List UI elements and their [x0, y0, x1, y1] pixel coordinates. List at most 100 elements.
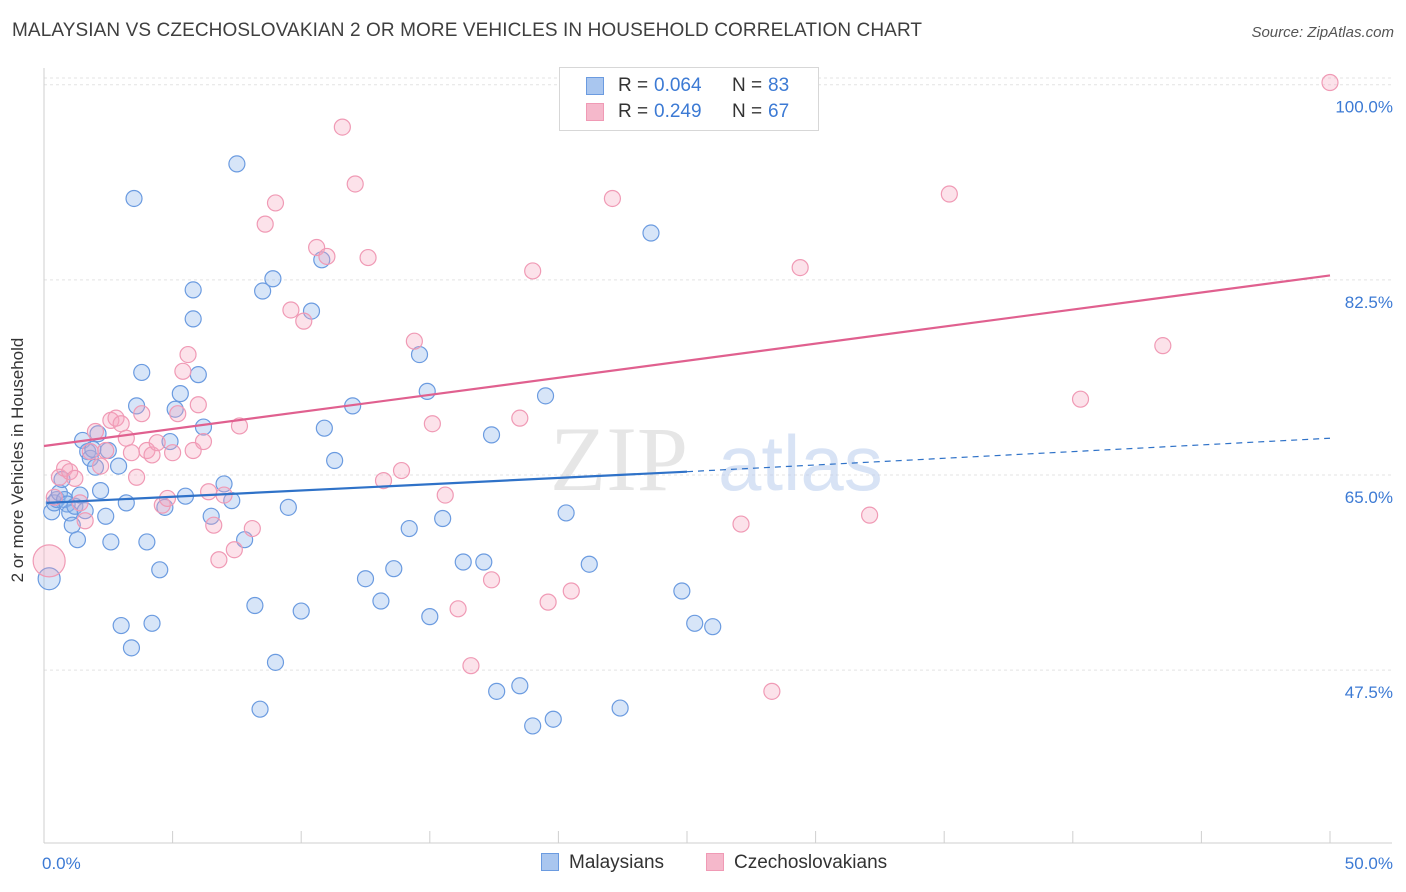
tick-labels: 100.0% 82.5% 65.0% 47.5% 0.0% 50.0% — [42, 98, 1393, 873]
malaysians-point — [673, 582, 691, 600]
bottom-legend-swatch-czechoslovakians — [706, 853, 724, 871]
czechoslovakians-point — [940, 185, 958, 203]
malaysians-point — [246, 596, 264, 615]
malaysians-point — [184, 281, 202, 299]
czechoslovakians-point — [158, 489, 177, 508]
malaysians-point — [228, 155, 246, 173]
malaysians-point — [421, 608, 439, 626]
watermark-atlas: atlas — [718, 419, 883, 507]
watermark-zip: ZIP — [550, 408, 688, 510]
czechoslovakians-point — [169, 405, 187, 423]
czechoslovakians-point — [374, 471, 393, 490]
malaysians-point — [161, 432, 179, 451]
czechoslovakians-point — [122, 444, 141, 462]
czechoslovakians-point — [763, 682, 781, 700]
legend-r-value: 0.064 — [654, 75, 702, 96]
malaysians-point — [171, 385, 189, 403]
malaysians-point — [292, 602, 310, 620]
czechoslovakians-point — [205, 516, 223, 534]
malaysians-point — [37, 567, 61, 591]
malaysians-point — [475, 553, 493, 571]
axes — [43, 68, 1392, 844]
czechoslovakians-point — [66, 469, 84, 487]
czechoslovakians-point — [423, 415, 441, 433]
source-label: Source: ZipAtlas.com — [1251, 24, 1394, 41]
malaysians-point — [264, 270, 282, 288]
y-tick-label: 65.0% — [1345, 488, 1393, 507]
y-tick-label: 47.5% — [1345, 683, 1393, 702]
malaysians-point — [97, 507, 115, 525]
malaysians-point — [454, 553, 472, 571]
malaysians-point — [266, 653, 285, 671]
malaysians-point — [194, 418, 213, 436]
correlation-legend: R = 0.064 N = 83 R = 0.249 N = 67 — [559, 67, 819, 131]
malaysians-point — [400, 519, 418, 538]
czechoslovakians-point — [732, 515, 750, 533]
malaysians-point — [68, 531, 87, 549]
y-tick-label: 82.5% — [1345, 293, 1393, 312]
czechoslovakians-point — [861, 506, 879, 524]
malaysians-trend-line — [46, 470, 688, 504]
grid-lines — [44, 77, 1392, 671]
malaysians-point — [482, 426, 501, 444]
czechoslovakians-point — [230, 417, 249, 435]
legend-n-value: 67 — [768, 101, 790, 122]
malaysians-point — [557, 504, 575, 522]
czechoslovakians-point — [194, 432, 213, 451]
malaysians-point — [642, 224, 660, 242]
czechoslovakians-point — [524, 262, 542, 280]
czechoslovakians-point — [189, 396, 207, 414]
malaysians-point — [356, 570, 375, 588]
czechoslovakians-point — [1154, 337, 1172, 355]
bottom-legend-label-czechoslovakians: Czechoslovakians — [734, 852, 888, 873]
czechoslovakians-point — [346, 175, 364, 193]
czechoslovakians-point — [562, 582, 580, 600]
malaysians-trend-extension — [686, 437, 1331, 473]
czechoslovakians-point — [91, 457, 110, 475]
czechoslovakians-point — [97, 441, 115, 460]
bottom-legend-swatch-malaysians — [541, 853, 559, 871]
czechoslovakians-point — [133, 405, 151, 423]
czechoslovakians-point — [333, 118, 351, 136]
czechoslovakians-point — [449, 600, 467, 618]
bottom-legend-czechoslovakians: Czechoslovakians — [706, 852, 887, 874]
x-tick-label: 50.0% — [1345, 854, 1393, 873]
czechoslovakians-point — [32, 544, 66, 578]
bottom-legend-malaysians: Malaysians — [541, 852, 664, 874]
czechoslovakians-point — [359, 248, 377, 267]
malaysians-point — [189, 366, 207, 384]
malaysians-point — [91, 482, 110, 500]
czechoslovakians-point — [482, 571, 501, 589]
czechoslovakians-point — [112, 415, 130, 433]
malaysians-point — [315, 419, 333, 437]
legend-n-label: N = — [732, 75, 763, 96]
malaysians-point — [138, 533, 156, 551]
malaysians-point — [143, 614, 161, 632]
malaysians-point — [544, 710, 562, 728]
czechoslovakians-point — [266, 194, 285, 212]
malaysians-point — [385, 560, 403, 578]
malaysians-point — [704, 618, 722, 636]
czechoslovakians-point — [539, 593, 557, 611]
czechoslovakians-point — [462, 657, 480, 675]
malaysians-point — [117, 494, 135, 512]
czechoslovakians-point — [71, 494, 89, 512]
czechoslovakians-point — [318, 247, 336, 266]
bottom-legend-label-malaysians: Malaysians — [569, 852, 665, 873]
czechoslovakians-trend-line — [43, 274, 1331, 448]
czechoslovakians-point — [76, 512, 94, 530]
czechoslovakians-point — [86, 422, 105, 441]
czechoslovakians-point — [295, 312, 313, 330]
malaysians-point — [122, 639, 141, 657]
chart-title: MALAYSIAN VS CZECHOSLOVAKIAN 2 OR MORE V… — [12, 20, 923, 41]
malaysians-point — [102, 533, 120, 551]
czechoslovakians-point — [225, 541, 243, 559]
czechoslovakians-point — [174, 362, 192, 380]
czechoslovakians-point — [256, 215, 274, 233]
malaysians-point — [326, 451, 344, 470]
legend-n-label: N = — [732, 101, 763, 122]
czechoslovakians-points — [32, 73, 1339, 700]
czechoslovakians-point — [179, 345, 197, 364]
malaysians-point — [109, 457, 128, 475]
